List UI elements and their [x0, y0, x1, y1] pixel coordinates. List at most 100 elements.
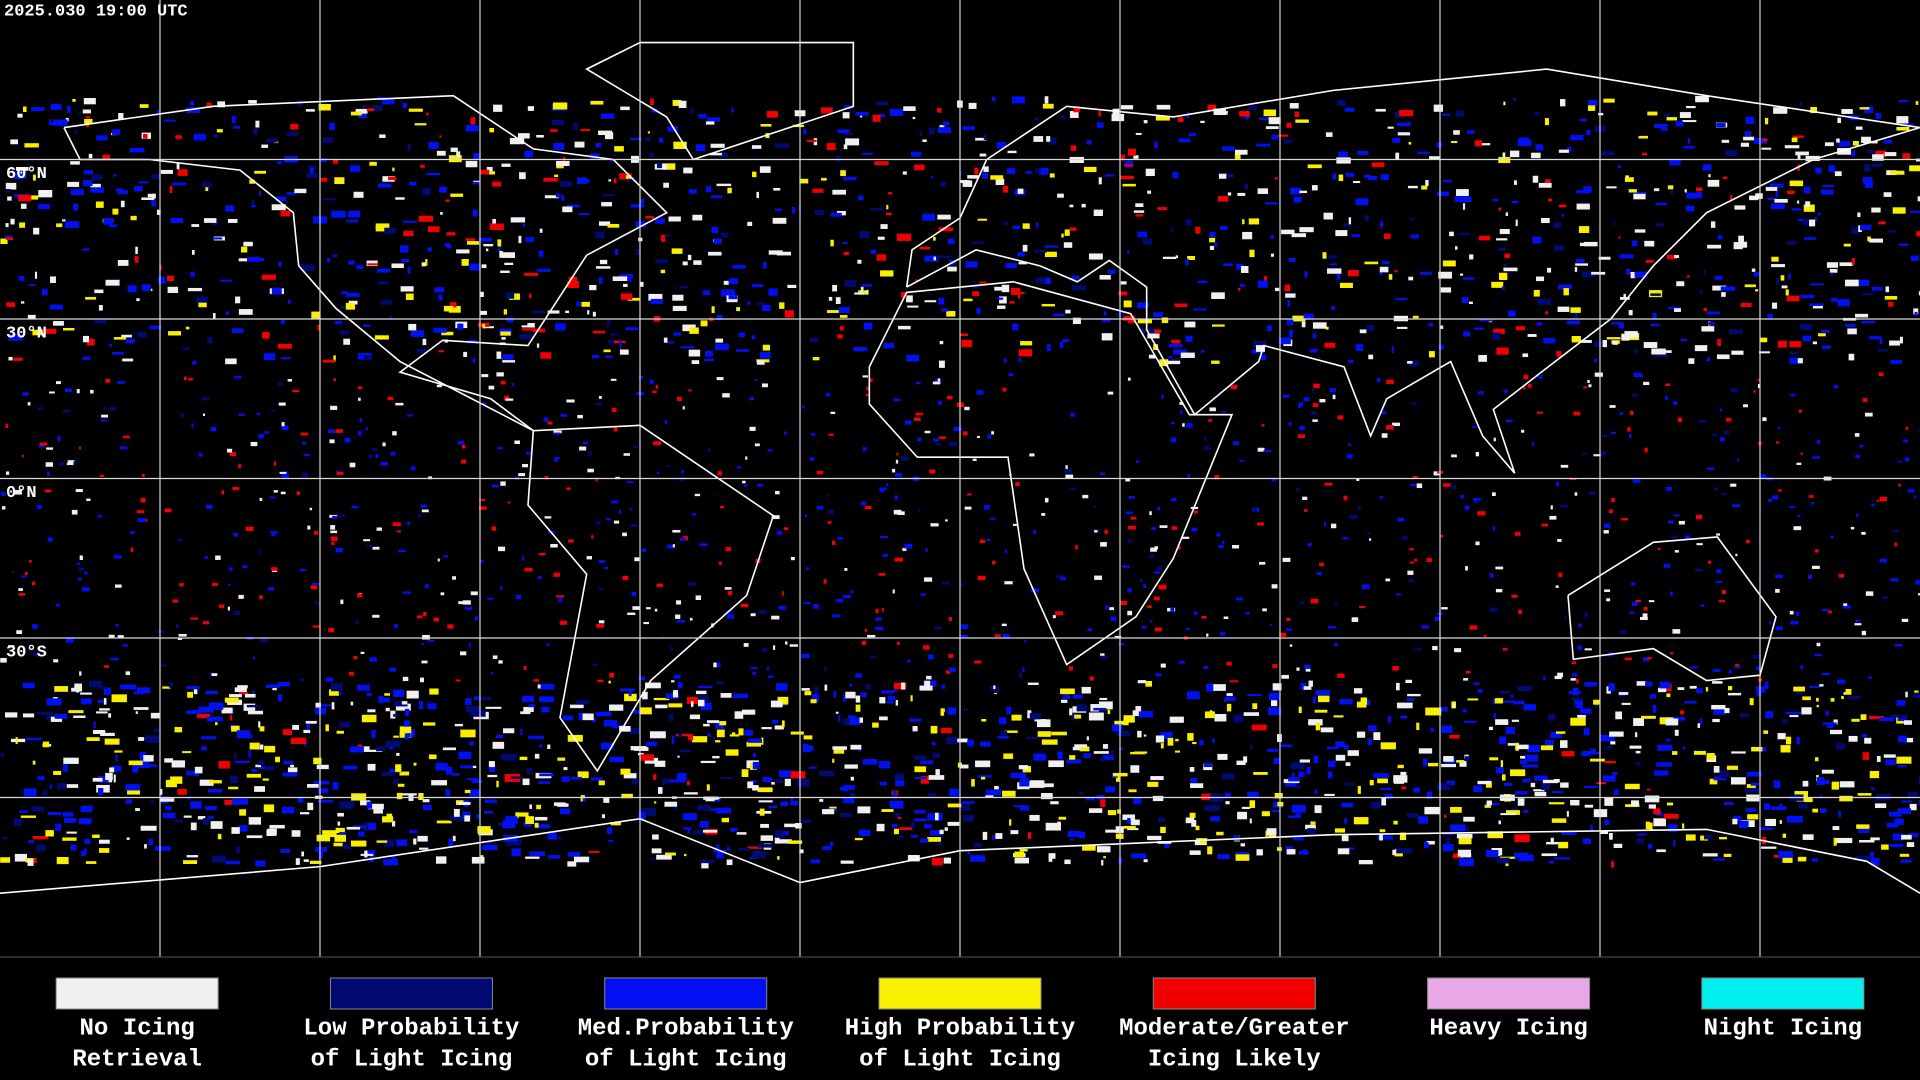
icing-patch [895, 459, 899, 464]
icing-patch [574, 141, 585, 148]
icing-patch [1673, 401, 1678, 405]
icing-patch [944, 519, 948, 522]
icing-patch [855, 673, 862, 678]
icing-patch [1745, 539, 1750, 544]
icing-patch [752, 761, 760, 770]
icing-patch [650, 857, 656, 860]
icing-patch [1582, 271, 1596, 278]
icing-patch [1193, 611, 1198, 615]
icing-patch [1863, 164, 1871, 172]
icing-patch [1536, 299, 1551, 305]
icing-patch [1682, 746, 1686, 750]
icing-patch [1530, 782, 1536, 788]
icing-patch [440, 558, 443, 561]
icing-patch [502, 820, 516, 829]
icing-patch [1513, 180, 1517, 185]
icing-patch [1884, 152, 1897, 157]
icing-patch [826, 310, 842, 313]
icing-patch [1674, 550, 1679, 553]
icing-patch [313, 780, 330, 785]
icing-patch [1837, 148, 1852, 155]
icing-patch [299, 264, 315, 271]
icing-patch [372, 546, 380, 550]
icing-patch [587, 310, 590, 315]
icing-patch [464, 815, 471, 822]
icing-patch [14, 171, 27, 180]
icing-patch [1010, 287, 1021, 295]
icing-patch [1098, 177, 1102, 185]
icing-patch [929, 830, 944, 836]
icing-patch [1371, 162, 1385, 168]
icing-patch [62, 837, 77, 841]
icing-patch [290, 737, 307, 745]
icing-patch [348, 260, 355, 265]
icing-patch [491, 526, 497, 531]
icing-patch [855, 695, 861, 703]
icing-patch [1267, 707, 1282, 716]
icing-patch [1253, 340, 1267, 348]
icing-patch [638, 375, 644, 380]
icing-patch [875, 626, 884, 631]
icing-patch [109, 767, 115, 773]
icing-patch [1507, 310, 1516, 317]
icing-patch [199, 779, 214, 786]
icing-patch [1355, 344, 1364, 351]
icing-patch [750, 780, 757, 783]
icing-patch [1686, 192, 1700, 199]
icing-patch [1393, 775, 1408, 783]
icing-patch [382, 816, 394, 823]
icing-patch [783, 431, 788, 435]
icing-patch [1123, 300, 1132, 308]
icing-patch [1122, 814, 1136, 820]
icing-patch [205, 806, 218, 811]
icing-patch [626, 177, 630, 182]
icing-patch [394, 700, 408, 707]
icing-patch [1314, 789, 1318, 794]
icing-patch [1789, 357, 1802, 364]
icing-patch [486, 841, 492, 846]
icing-patch [637, 752, 644, 756]
icing-patch [1743, 404, 1748, 408]
icing-patch [55, 823, 62, 831]
icing-patch [816, 470, 824, 475]
icing-patch [182, 347, 190, 351]
icing-patch [544, 516, 552, 519]
icing-patch [539, 773, 555, 777]
icing-patch [1731, 350, 1744, 355]
icing-patch [330, 525, 336, 530]
icing-patch [1233, 441, 1240, 445]
icing-patch [878, 573, 886, 576]
icing-patch [377, 281, 390, 285]
icing-patch [849, 792, 856, 798]
icing-patch [1399, 109, 1414, 117]
icing-patch [771, 615, 780, 620]
icing-patch [1492, 699, 1495, 705]
icing-patch [1115, 776, 1120, 782]
icing-patch [453, 808, 460, 817]
icing-patch [835, 598, 844, 603]
icing-patch [1797, 514, 1801, 518]
icing-patch [911, 151, 922, 157]
icing-patch [1486, 800, 1492, 806]
icing-patch [1522, 353, 1529, 358]
icing-patch [1780, 275, 1785, 281]
icing-patch [1061, 339, 1070, 343]
icing-patch [231, 116, 236, 124]
icing-patch [944, 827, 948, 831]
icing-patch [95, 711, 108, 714]
icing-patch [1496, 347, 1509, 355]
icing-patch [1825, 710, 1829, 716]
icing-patch [638, 811, 646, 820]
icing-patch [947, 266, 957, 272]
icing-patch [437, 558, 440, 562]
icing-patch [550, 543, 558, 548]
icing-patch [827, 509, 834, 515]
icing-patch [122, 644, 128, 647]
icing-patch [1392, 849, 1396, 856]
icing-patch [268, 587, 275, 591]
icing-patch [741, 709, 756, 715]
icing-patch [1735, 553, 1738, 557]
icing-patch [225, 311, 230, 315]
icing-patch [53, 119, 68, 126]
icing-patch [133, 186, 143, 192]
